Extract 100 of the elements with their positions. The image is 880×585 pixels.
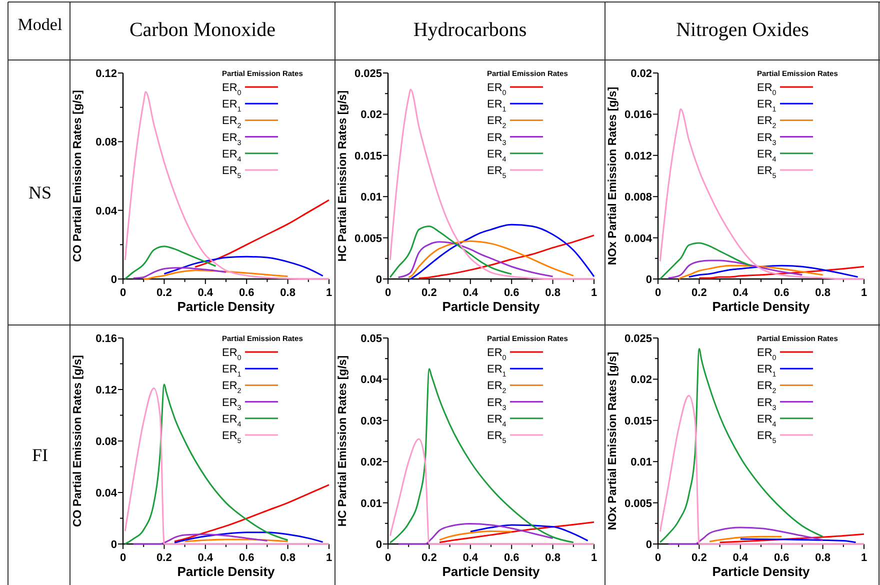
line-series [398, 241, 554, 278]
legend-label: ER$_{5}$ [487, 165, 506, 180]
legend-label: ER$_{2}$ [757, 115, 776, 130]
text: Model [18, 15, 62, 34]
legend-label: ER$_{1}$ [222, 364, 242, 379]
legend-label: ER$_{2}$ [487, 115, 506, 130]
x-tick-label: 1 [860, 287, 868, 299]
legend-label: ER$_{4}$ [222, 413, 242, 428]
y-tick-label: 0.02 [360, 456, 382, 469]
x-tick-label: 0.4 [462, 552, 479, 564]
y-tick-label: 0.12 [96, 384, 117, 396]
y-tick-label: 0.005 [624, 498, 652, 510]
x-tick-label: 0.4 [462, 287, 479, 299]
line-series [194, 199, 330, 268]
x-tick-label: 0.8 [545, 287, 560, 299]
x-tick-label: 0 [120, 287, 126, 299]
x-tick-label: 0 [384, 287, 392, 299]
line-series [698, 266, 865, 279]
y-tick-label: 0.08 [96, 436, 117, 448]
x-tick-label: 1 [326, 552, 332, 564]
legend-label: ER$_{2}$ [487, 380, 506, 396]
legend-label: ER$_{3}$ [757, 396, 776, 412]
y-tick-label: 0.004 [624, 232, 653, 245]
legend-label: ER$_{5}$ [757, 165, 776, 180]
y-tick-label: 0 [646, 539, 652, 551]
x-tick-label: 0.4 [198, 552, 214, 564]
x-tick-label: 0.4 [732, 287, 749, 299]
x-tick-label: 0.2 [422, 552, 437, 564]
x-tick-label: 0 [384, 552, 392, 564]
x-tick-label: 0 [120, 552, 126, 564]
y-axis-title: CO Partial Emission Rates [g/s] [72, 354, 84, 527]
x-tick-label: 0.4 [732, 552, 749, 564]
x-tick-label: 0.6 [238, 287, 254, 299]
legend-label: ER$_{3}$ [222, 132, 242, 147]
legend-label: ER$_{2}$ [222, 380, 242, 396]
x-tick-label: 0.2 [692, 287, 707, 299]
y-tick-label: 0.025 [354, 68, 382, 80]
line-series [438, 530, 512, 541]
x-tick-label: 1 [590, 287, 598, 299]
y-tick-label: 0 [376, 539, 382, 551]
x-tick-label: 1 [590, 552, 598, 564]
x-tick-label: 0.4 [198, 287, 214, 299]
legend-label: ER$_{2}$ [757, 380, 776, 396]
x-tick-label: 0.8 [545, 552, 560, 564]
line-series [688, 264, 859, 278]
x-axis-title: Particle Density [712, 564, 811, 579]
x-tick-label: 0.8 [280, 287, 296, 299]
y-tick-label: 0.015 [354, 150, 382, 162]
y-axis-title: HC Partial Emission Rates [g/s] [337, 90, 349, 262]
legend-label: ER$_{3}$ [487, 132, 506, 147]
y-tick-label: 0.02 [630, 374, 652, 386]
y-tick-label: 0.01 [360, 192, 382, 204]
x-tick-label: 0 [654, 552, 662, 564]
x-tick-label: 0.8 [815, 552, 830, 564]
line-series [719, 533, 865, 544]
x-axis-title: Particle Density [712, 299, 811, 314]
line-series [470, 524, 589, 542]
y-tick-label: 0.01 [360, 498, 382, 510]
line-series [174, 484, 330, 542]
y-axis-title: HC Partial Emission Rates [g/s] [337, 355, 349, 527]
legend-label: ER$_{0}$ [487, 347, 506, 362]
x-tick-label: 0.6 [774, 552, 790, 564]
legend-label: ER$_{4}$ [487, 413, 506, 428]
text: Hydrocarbons [413, 19, 527, 41]
legend-label: ER$_{1}$ [757, 98, 776, 114]
y-tick-label: 0.008 [624, 192, 652, 204]
line-series [408, 240, 574, 278]
legend-label: ER$_{5}$ [487, 430, 506, 445]
text: NS [28, 182, 52, 202]
x-tick-label: 0.6 [238, 552, 254, 564]
y-tick-label: 0.08 [96, 136, 117, 149]
legend-label: ER$_{0}$ [222, 82, 242, 97]
line-series [163, 256, 324, 277]
x-tick-label: 1 [860, 552, 868, 564]
y-tick-label: 0.005 [354, 232, 382, 245]
y-tick-label: 0.16 [96, 333, 117, 345]
legend-label: ER$_{1}$ [222, 98, 242, 114]
legend-label: ER$_{5}$ [222, 430, 242, 445]
legend-label: ER$_{5}$ [222, 165, 242, 180]
x-tick-label: 0.6 [504, 552, 520, 564]
y-tick-label: 0.016 [624, 109, 652, 122]
y-tick-label: 0.012 [624, 150, 652, 162]
x-axis-title: Particle Density [442, 564, 541, 579]
legend-label: ER$_{3}$ [487, 396, 506, 412]
line-series [659, 348, 824, 544]
x-tick-label: 0.2 [422, 287, 437, 299]
x-tick-label: 0.2 [156, 552, 172, 564]
line-series [659, 242, 752, 280]
y-tick-label: 0.04 [360, 374, 383, 386]
legend-label: ER$_{3}$ [757, 132, 776, 147]
legend-label: ER$_{2}$ [222, 115, 242, 130]
legend-label: ER$_{1}$ [487, 98, 506, 114]
y-tick-label: 0 [376, 274, 382, 286]
y-tick-label: 0.12 [96, 68, 117, 80]
x-tick-label: 0.8 [815, 287, 830, 299]
x-tick-label: 1 [326, 287, 332, 299]
y-tick-label: 0.04 [96, 205, 118, 218]
legend-label: ER$_{4}$ [757, 148, 776, 164]
y-axis-title: CO Partial Emission Rates [g/s] [72, 90, 84, 262]
x-tick-label: 0.6 [774, 287, 790, 299]
